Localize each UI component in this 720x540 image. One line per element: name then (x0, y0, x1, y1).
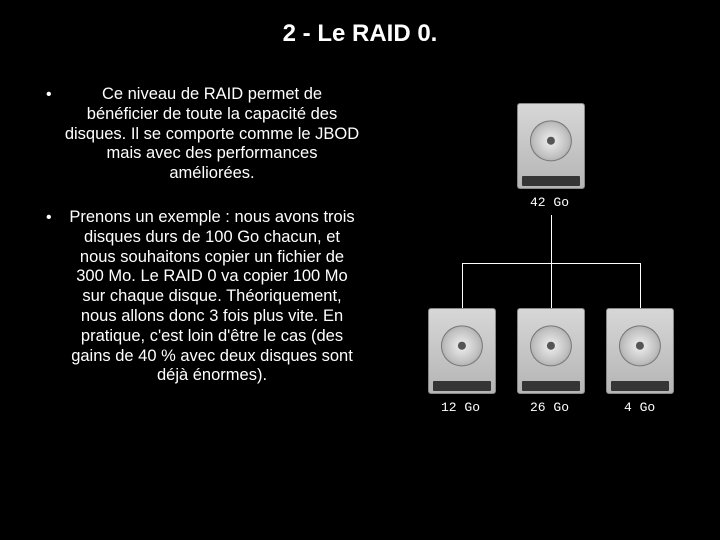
bottom-drive-label: 12 Go (441, 400, 480, 415)
connector-line (551, 215, 552, 263)
bullet-text: Ce niveau de RAID permet de bénéficier d… (64, 85, 360, 184)
drive-connector-icon (522, 176, 579, 186)
bullet-text: Prenons un exemple : nous avons trois di… (64, 208, 360, 386)
bottom-drive-label: 26 Go (530, 400, 569, 415)
connector-line (551, 263, 552, 308)
bullet-item: • Ce niveau de RAID permet de bénéficier… (40, 85, 360, 184)
text-column: • Ce niveau de RAID permet de bénéficier… (40, 85, 360, 386)
bottom-drive-label: 4 Go (624, 400, 655, 415)
bullet-marker: • (40, 208, 64, 227)
raid-diagram: 42 Go 12 Go 26 Go 4 Go (428, 103, 674, 423)
drive-spindle-icon (458, 342, 466, 351)
drive-spindle-icon (636, 342, 644, 351)
top-drive (517, 103, 585, 189)
bullet-item: • Prenons un exemple : nous avons trois … (40, 208, 360, 386)
bullet-marker: • (40, 85, 64, 104)
bottom-drive (517, 308, 585, 394)
drive-spindle-icon (547, 342, 555, 351)
slide: 2 - Le RAID 0. • Ce niveau de RAID perme… (0, 0, 720, 540)
bottom-drive (606, 308, 674, 394)
connector-line (462, 263, 463, 308)
connector-line (640, 263, 641, 308)
top-drive-label: 42 Go (530, 195, 569, 210)
drive-connector-icon (522, 381, 579, 391)
slide-title: 2 - Le RAID 0. (0, 20, 720, 48)
drive-connector-icon (611, 381, 668, 391)
bottom-drive (428, 308, 496, 394)
drive-connector-icon (433, 381, 490, 391)
drive-spindle-icon (547, 137, 555, 146)
